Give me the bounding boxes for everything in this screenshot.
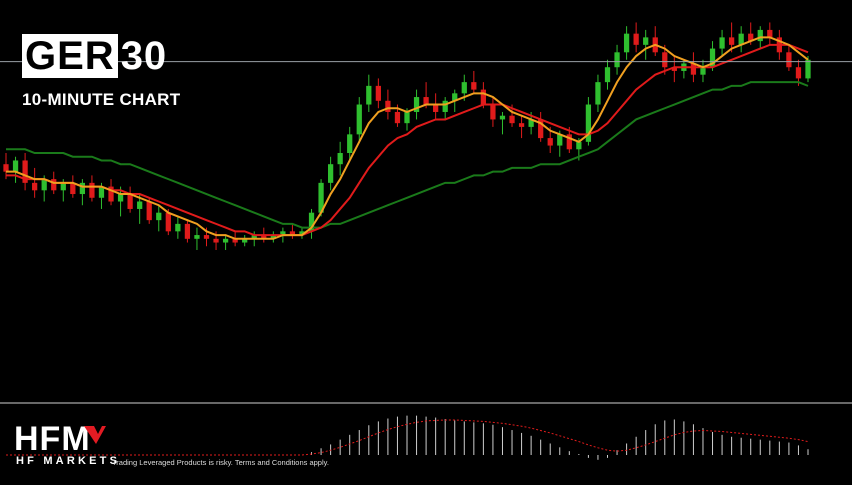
bull-candle — [499, 115, 506, 120]
bull-candle — [175, 223, 181, 232]
bear-candle — [690, 63, 697, 75]
bull-candle — [413, 97, 420, 112]
bear-candle — [490, 104, 496, 120]
bear-candle — [518, 123, 525, 127]
bear-candle — [423, 97, 429, 105]
bull-candle — [757, 29, 763, 42]
bear-candle — [375, 85, 381, 101]
bull-candle — [194, 235, 200, 239]
bull-candle — [623, 33, 630, 53]
bull-candle — [709, 48, 716, 68]
logo-accent-icon — [84, 426, 106, 444]
bull-candle — [452, 93, 458, 101]
bear-candle — [471, 82, 477, 90]
chart-timeframe: 10-MINUTE CHART — [22, 90, 181, 109]
bull-candle — [137, 201, 143, 209]
bull-candle — [576, 141, 582, 150]
bull-candle — [318, 182, 324, 213]
bear-candle — [662, 52, 668, 68]
bull-candle — [356, 104, 362, 135]
bull-candle — [700, 67, 706, 75]
bull-candle — [60, 182, 66, 191]
instrument-title: GER 30 — [22, 34, 167, 78]
bear-candle — [394, 111, 401, 124]
hfm-logo-icon: HFM — [14, 420, 106, 458]
bull-candle — [442, 100, 448, 112]
bull-candle — [222, 238, 229, 243]
bull-candle — [595, 82, 601, 105]
bear-candle — [146, 201, 152, 221]
bear-candle — [165, 212, 171, 232]
bull-candle — [604, 67, 611, 83]
bull-candle — [117, 194, 124, 202]
bull-candle — [404, 111, 410, 124]
bull-candle — [308, 212, 315, 232]
bull-candle — [251, 235, 257, 239]
bull-candle — [643, 37, 649, 45]
bear-candle — [480, 89, 487, 105]
oscillator-signal-line — [6, 419, 809, 456]
bear-candle — [108, 186, 114, 202]
risk-disclaimer: Trading Leveraged Products is risky. Ter… — [112, 458, 329, 467]
bull-candle — [12, 160, 19, 172]
bear-candle — [671, 67, 677, 71]
bull-candle — [299, 231, 305, 236]
slow-moving-average-line — [6, 81, 809, 229]
bull-candle — [98, 186, 105, 198]
bear-candle — [795, 67, 802, 79]
bull-candle — [79, 182, 86, 195]
bear-candle — [633, 33, 639, 45]
bull-candle — [337, 153, 343, 165]
bull-candle — [738, 33, 744, 45]
brand-text: HFM — [14, 420, 91, 454]
bear-candle — [70, 182, 76, 195]
bear-candle — [509, 115, 515, 124]
bull-candle — [41, 179, 47, 191]
bear-candle — [538, 119, 544, 139]
brand-subtitle: HF MARKETS — [16, 455, 121, 467]
bull-candle — [614, 52, 620, 68]
bull-candle — [557, 134, 563, 146]
bull-candle — [270, 235, 276, 239]
bear-candle — [232, 238, 238, 243]
bear-candle — [566, 134, 572, 150]
bull-candle — [347, 134, 353, 154]
bear-candle — [261, 235, 267, 239]
bear-candle — [547, 138, 553, 146]
bull-candle — [461, 82, 467, 94]
bear-candle — [748, 33, 754, 42]
bear-candle — [203, 235, 210, 239]
hfm-logo: HFM — [14, 420, 109, 459]
bull-candle — [719, 37, 725, 49]
bull-candle — [156, 212, 162, 221]
bull-candle — [805, 59, 811, 79]
bear-candle — [289, 231, 296, 236]
ticker-number: 30 — [120, 34, 168, 78]
bear-candle — [184, 223, 191, 239]
bull-candle — [528, 119, 534, 127]
bear-candle — [32, 182, 38, 191]
bull-candle — [585, 104, 592, 142]
bull-candle — [280, 231, 286, 236]
bear-candle — [51, 179, 57, 191]
bear-candle — [433, 104, 439, 112]
bear-candle — [767, 29, 773, 38]
bear-candle — [728, 37, 735, 45]
bear-candle — [3, 164, 9, 172]
mid-moving-average-line — [6, 43, 809, 237]
oscillator-histogram — [311, 415, 809, 460]
bull-candle — [366, 85, 372, 105]
bear-candle — [127, 194, 133, 209]
bull-candle — [327, 164, 334, 183]
fast-moving-average-line — [6, 36, 809, 240]
bear-candle — [786, 52, 792, 68]
bear-candle — [385, 100, 391, 112]
bull-candle — [242, 238, 248, 243]
bear-candle — [213, 238, 219, 243]
bear-candle — [22, 160, 28, 183]
bear-candle — [89, 182, 95, 198]
ticker-boxed: GER — [22, 34, 118, 78]
